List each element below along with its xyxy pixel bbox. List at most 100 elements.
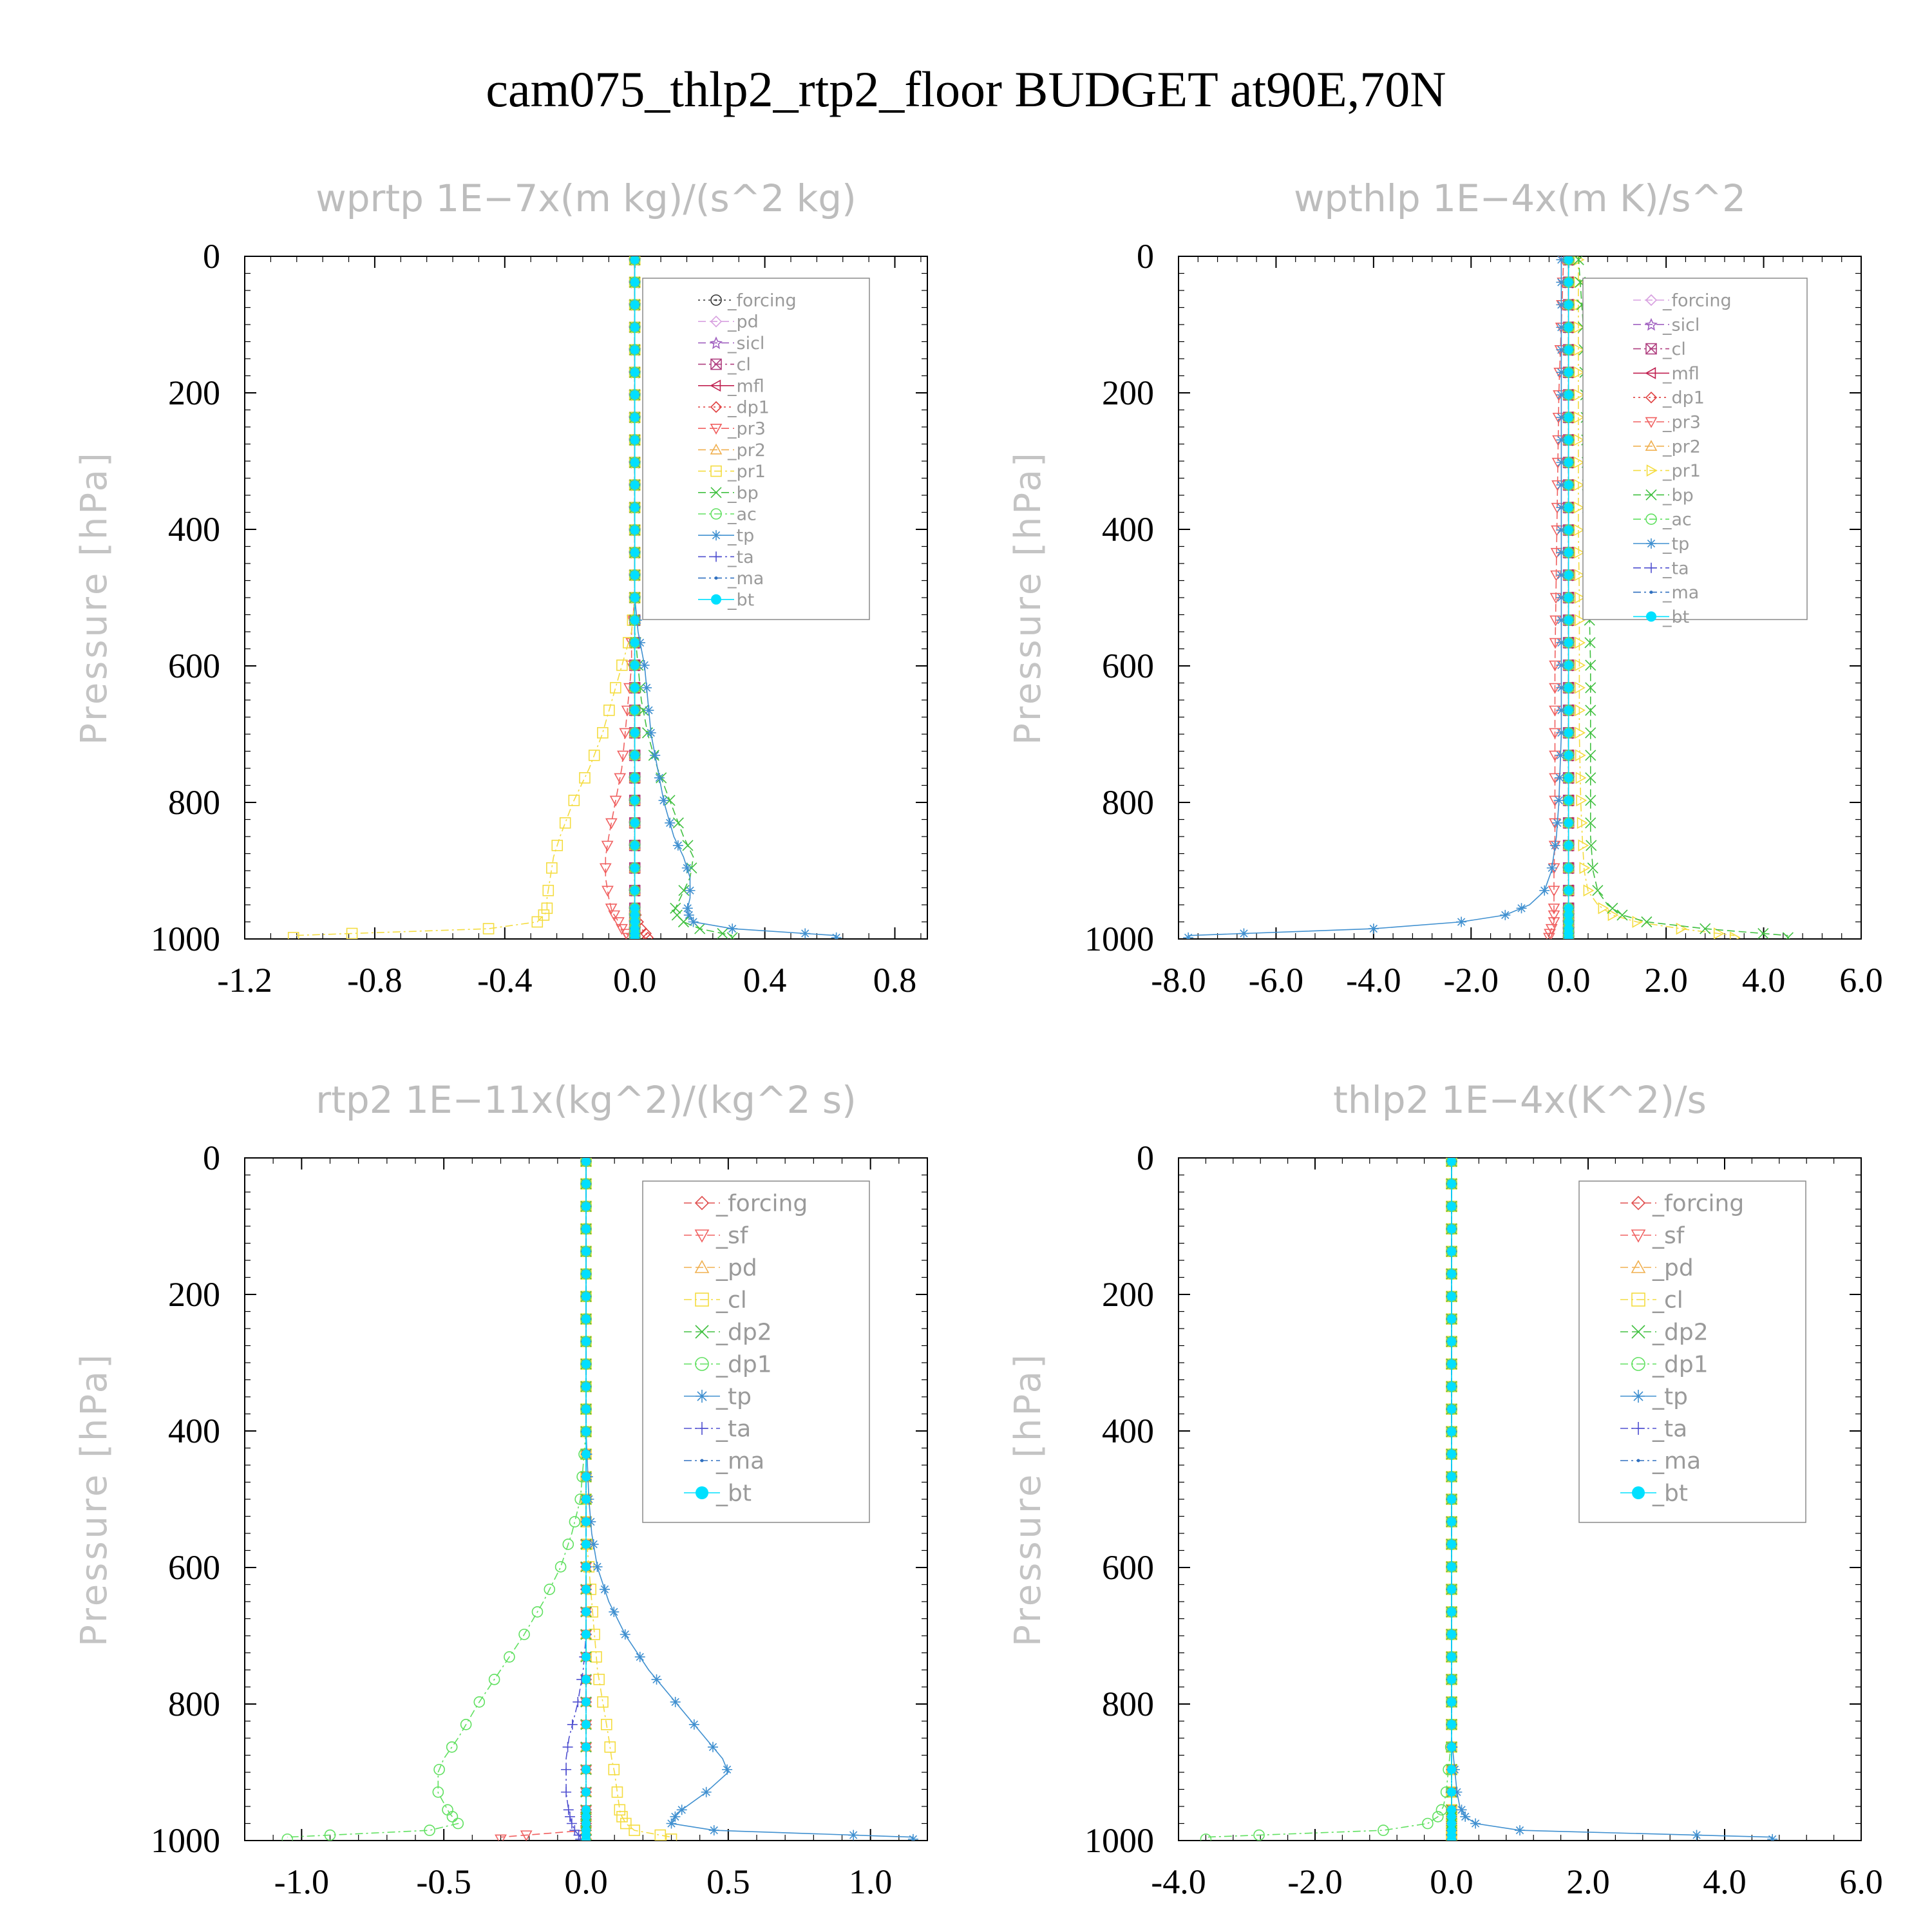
legend-item: _ac (698, 504, 757, 524)
series-line (1578, 256, 1788, 936)
series-point (1460, 1811, 1471, 1822)
series-point (546, 862, 558, 874)
series-point (1556, 277, 1567, 288)
series-point (665, 1833, 677, 1841)
series-point (800, 928, 811, 939)
series-point (651, 1674, 662, 1685)
series-point (630, 413, 639, 422)
legend-item: _ma (1620, 1448, 1701, 1475)
series-point (688, 916, 699, 927)
legend-marker (1646, 538, 1656, 549)
series-point (1564, 904, 1573, 913)
x-tick-label: -0.4 (477, 961, 532, 999)
series-point (1447, 1719, 1456, 1729)
series-point (582, 1337, 591, 1347)
series-point (482, 923, 495, 934)
series-point (1575, 749, 1586, 762)
series-point (654, 772, 665, 783)
series-point (1564, 910, 1573, 920)
legend-marker (1632, 1486, 1645, 1499)
series-point (544, 1584, 556, 1595)
legend-item: _dp1 (1620, 1352, 1709, 1378)
series-point (1515, 1825, 1525, 1836)
legend-item: _bt (684, 1481, 752, 1507)
series-point (582, 1269, 591, 1279)
chart-panel-1: wprtp 1E−7x(m kg)/(s^2 kg) Pressure [hPa]… (73, 176, 928, 999)
x-tick-label: -2.0 (1444, 961, 1499, 999)
series-point (630, 933, 639, 939)
legend-marker (1631, 1260, 1646, 1273)
series-point (1564, 300, 1573, 310)
legend-marker (1645, 489, 1657, 500)
series-point (1564, 795, 1573, 805)
series-point (1447, 1787, 1456, 1797)
series-point (1585, 817, 1596, 829)
y-tick-label: 200 (168, 374, 220, 412)
series-point (1544, 929, 1556, 939)
series-point (717, 927, 728, 939)
series-point (569, 1825, 580, 1836)
legend-item: _mfl (698, 376, 764, 396)
series-point (1500, 909, 1511, 920)
series-point (1447, 1629, 1456, 1639)
y-tick-label: 1000 (151, 1821, 220, 1860)
series-point (582, 1812, 591, 1821)
legend-item: _ta (684, 1416, 751, 1443)
series-point (1583, 884, 1595, 897)
series-point (1447, 1517, 1456, 1526)
y-axis-label: Pressure [hPa] (73, 1352, 115, 1647)
series-point (1577, 817, 1588, 829)
series-point (645, 727, 656, 738)
series-point (616, 1811, 628, 1823)
legend-label: _dp1 (1662, 388, 1705, 408)
legend-item: _cl (698, 355, 751, 375)
legend-label: _pr2 (1662, 437, 1701, 457)
legend-label: _pr1 (1662, 461, 1701, 481)
y-tick-label: 600 (168, 647, 220, 685)
legend-marker (695, 1357, 709, 1371)
legend-item: _forcing (1620, 1191, 1744, 1217)
y-axis-label: Pressure [hPa] (1007, 1352, 1049, 1647)
series-point (708, 1825, 719, 1836)
legend-item: _pd (684, 1255, 757, 1282)
series-point (1548, 904, 1560, 914)
series-point (582, 1517, 591, 1526)
series-point (1564, 917, 1573, 927)
series-point (582, 1674, 591, 1684)
series-point (682, 840, 694, 851)
series-point (1564, 593, 1573, 602)
series-point (650, 750, 661, 761)
series-point (726, 932, 738, 939)
series-point (433, 1763, 445, 1776)
series-point (672, 840, 683, 851)
series-point (1556, 727, 1567, 738)
legend-item: _sicl (698, 334, 764, 354)
panel-title: rtp2 1E−11x(kg^2)/(kg^2 s) (316, 1078, 857, 1122)
panel-title: thlp2 1E−4x(K^2)/s (1333, 1078, 1707, 1122)
series-point (1432, 1811, 1444, 1823)
series-point (727, 923, 738, 934)
series-point (1573, 256, 1584, 265)
series-point (1553, 795, 1564, 806)
series-point (531, 916, 544, 928)
legend-item: _dp2 (1620, 1320, 1709, 1346)
series-point (1447, 1812, 1456, 1821)
series-point (630, 773, 639, 782)
series-point (1516, 903, 1527, 914)
series-point (424, 1824, 435, 1836)
series-point (630, 840, 639, 850)
series-point (563, 1804, 574, 1815)
x-tick-label: 1.0 (849, 1862, 893, 1901)
legend-item: _dp1 (698, 397, 770, 417)
series-point (1564, 256, 1573, 265)
legend-marker (1645, 513, 1657, 526)
series-point (538, 909, 550, 921)
series-point (665, 817, 676, 828)
x-tick-label: 2.0 (1644, 961, 1688, 999)
series-point (630, 593, 639, 602)
legend-label: _ma (1652, 1448, 1701, 1475)
series-point (605, 818, 618, 829)
series-point (641, 931, 654, 939)
legend-label: _bt (727, 590, 754, 610)
